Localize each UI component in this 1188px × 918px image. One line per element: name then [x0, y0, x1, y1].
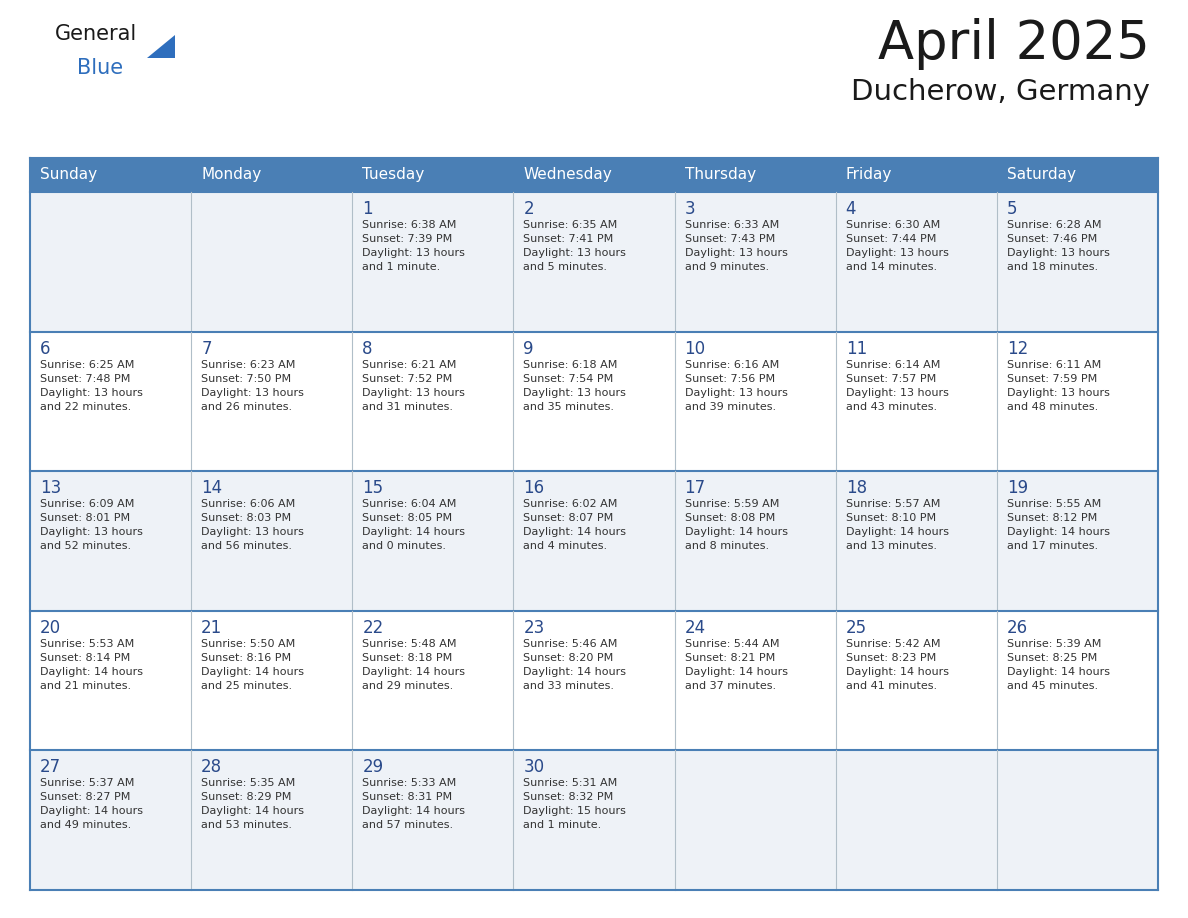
Text: 3: 3	[684, 200, 695, 218]
Text: 26: 26	[1007, 619, 1028, 637]
Text: 8: 8	[362, 340, 373, 358]
Text: 12: 12	[1007, 340, 1028, 358]
Text: Saturday: Saturday	[1007, 167, 1076, 183]
Text: General: General	[55, 24, 138, 44]
Text: Sunrise: 6:25 AM
Sunset: 7:48 PM
Daylight: 13 hours
and 22 minutes.: Sunrise: 6:25 AM Sunset: 7:48 PM Dayligh…	[40, 360, 143, 411]
Text: Sunrise: 5:59 AM
Sunset: 8:08 PM
Daylight: 14 hours
and 8 minutes.: Sunrise: 5:59 AM Sunset: 8:08 PM Dayligh…	[684, 499, 788, 551]
Text: Sunrise: 6:30 AM
Sunset: 7:44 PM
Daylight: 13 hours
and 14 minutes.: Sunrise: 6:30 AM Sunset: 7:44 PM Dayligh…	[846, 220, 948, 272]
Bar	[30, 192, 1158, 331]
Text: 1: 1	[362, 200, 373, 218]
Text: 23: 23	[524, 619, 544, 637]
Text: 27: 27	[40, 758, 61, 777]
Text: Sunrise: 6:09 AM
Sunset: 8:01 PM
Daylight: 13 hours
and 52 minutes.: Sunrise: 6:09 AM Sunset: 8:01 PM Dayligh…	[40, 499, 143, 551]
Text: Sunrise: 5:50 AM
Sunset: 8:16 PM
Daylight: 14 hours
and 25 minutes.: Sunrise: 5:50 AM Sunset: 8:16 PM Dayligh…	[201, 639, 304, 691]
Text: 19: 19	[1007, 479, 1028, 498]
Text: 18: 18	[846, 479, 867, 498]
Text: Sunrise: 5:42 AM
Sunset: 8:23 PM
Daylight: 14 hours
and 41 minutes.: Sunrise: 5:42 AM Sunset: 8:23 PM Dayligh…	[846, 639, 949, 691]
Text: 2: 2	[524, 200, 535, 218]
Text: 11: 11	[846, 340, 867, 358]
Text: Monday: Monday	[201, 167, 261, 183]
Text: 13: 13	[40, 479, 62, 498]
Text: Sunrise: 5:53 AM
Sunset: 8:14 PM
Daylight: 14 hours
and 21 minutes.: Sunrise: 5:53 AM Sunset: 8:14 PM Dayligh…	[40, 639, 143, 691]
Text: Wednesday: Wednesday	[524, 167, 612, 183]
Text: Tuesday: Tuesday	[362, 167, 424, 183]
Text: Friday: Friday	[846, 167, 892, 183]
Text: 9: 9	[524, 340, 533, 358]
Polygon shape	[147, 35, 175, 58]
Text: April 2025: April 2025	[878, 18, 1150, 70]
Text: 6: 6	[40, 340, 51, 358]
Text: Sunrise: 5:57 AM
Sunset: 8:10 PM
Daylight: 14 hours
and 13 minutes.: Sunrise: 5:57 AM Sunset: 8:10 PM Dayligh…	[846, 499, 949, 551]
Text: 10: 10	[684, 340, 706, 358]
Text: 17: 17	[684, 479, 706, 498]
Text: Sunrise: 6:06 AM
Sunset: 8:03 PM
Daylight: 13 hours
and 56 minutes.: Sunrise: 6:06 AM Sunset: 8:03 PM Dayligh…	[201, 499, 304, 551]
Text: Sunrise: 6:21 AM
Sunset: 7:52 PM
Daylight: 13 hours
and 31 minutes.: Sunrise: 6:21 AM Sunset: 7:52 PM Dayligh…	[362, 360, 466, 411]
Text: Sunrise: 5:33 AM
Sunset: 8:31 PM
Daylight: 14 hours
and 57 minutes.: Sunrise: 5:33 AM Sunset: 8:31 PM Dayligh…	[362, 778, 466, 831]
Text: Sunrise: 5:46 AM
Sunset: 8:20 PM
Daylight: 14 hours
and 33 minutes.: Sunrise: 5:46 AM Sunset: 8:20 PM Dayligh…	[524, 639, 626, 691]
Text: Sunrise: 6:14 AM
Sunset: 7:57 PM
Daylight: 13 hours
and 43 minutes.: Sunrise: 6:14 AM Sunset: 7:57 PM Dayligh…	[846, 360, 948, 411]
Text: 30: 30	[524, 758, 544, 777]
Text: Ducherow, Germany: Ducherow, Germany	[851, 78, 1150, 106]
Text: Sunrise: 6:33 AM
Sunset: 7:43 PM
Daylight: 13 hours
and 9 minutes.: Sunrise: 6:33 AM Sunset: 7:43 PM Dayligh…	[684, 220, 788, 272]
Text: 4: 4	[846, 200, 857, 218]
Text: Sunrise: 6:28 AM
Sunset: 7:46 PM
Daylight: 13 hours
and 18 minutes.: Sunrise: 6:28 AM Sunset: 7:46 PM Dayligh…	[1007, 220, 1110, 272]
Text: Sunrise: 5:39 AM
Sunset: 8:25 PM
Daylight: 14 hours
and 45 minutes.: Sunrise: 5:39 AM Sunset: 8:25 PM Dayligh…	[1007, 639, 1110, 691]
Bar	[30, 331, 1158, 471]
Text: 7: 7	[201, 340, 211, 358]
Text: Sunrise: 5:35 AM
Sunset: 8:29 PM
Daylight: 14 hours
and 53 minutes.: Sunrise: 5:35 AM Sunset: 8:29 PM Dayligh…	[201, 778, 304, 831]
Text: Sunrise: 5:48 AM
Sunset: 8:18 PM
Daylight: 14 hours
and 29 minutes.: Sunrise: 5:48 AM Sunset: 8:18 PM Dayligh…	[362, 639, 466, 691]
Text: 14: 14	[201, 479, 222, 498]
Text: Sunrise: 6:35 AM
Sunset: 7:41 PM
Daylight: 13 hours
and 5 minutes.: Sunrise: 6:35 AM Sunset: 7:41 PM Dayligh…	[524, 220, 626, 272]
Text: Sunrise: 6:11 AM
Sunset: 7:59 PM
Daylight: 13 hours
and 48 minutes.: Sunrise: 6:11 AM Sunset: 7:59 PM Dayligh…	[1007, 360, 1110, 411]
Text: Sunrise: 6:23 AM
Sunset: 7:50 PM
Daylight: 13 hours
and 26 minutes.: Sunrise: 6:23 AM Sunset: 7:50 PM Dayligh…	[201, 360, 304, 411]
Text: Sunrise: 6:38 AM
Sunset: 7:39 PM
Daylight: 13 hours
and 1 minute.: Sunrise: 6:38 AM Sunset: 7:39 PM Dayligh…	[362, 220, 466, 272]
Text: Thursday: Thursday	[684, 167, 756, 183]
Text: Blue: Blue	[77, 58, 124, 78]
Text: Sunrise: 6:04 AM
Sunset: 8:05 PM
Daylight: 14 hours
and 0 minutes.: Sunrise: 6:04 AM Sunset: 8:05 PM Dayligh…	[362, 499, 466, 551]
Bar	[30, 610, 1158, 750]
Text: 22: 22	[362, 619, 384, 637]
Text: 25: 25	[846, 619, 867, 637]
Bar	[30, 750, 1158, 890]
Text: Sunrise: 6:18 AM
Sunset: 7:54 PM
Daylight: 13 hours
and 35 minutes.: Sunrise: 6:18 AM Sunset: 7:54 PM Dayligh…	[524, 360, 626, 411]
Bar	[30, 158, 1158, 192]
Bar	[30, 471, 1158, 610]
Text: Sunrise: 5:44 AM
Sunset: 8:21 PM
Daylight: 14 hours
and 37 minutes.: Sunrise: 5:44 AM Sunset: 8:21 PM Dayligh…	[684, 639, 788, 691]
Text: 15: 15	[362, 479, 384, 498]
Text: 5: 5	[1007, 200, 1017, 218]
Text: 24: 24	[684, 619, 706, 637]
Text: Sunrise: 6:16 AM
Sunset: 7:56 PM
Daylight: 13 hours
and 39 minutes.: Sunrise: 6:16 AM Sunset: 7:56 PM Dayligh…	[684, 360, 788, 411]
Text: Sunrise: 5:37 AM
Sunset: 8:27 PM
Daylight: 14 hours
and 49 minutes.: Sunrise: 5:37 AM Sunset: 8:27 PM Dayligh…	[40, 778, 143, 831]
Text: Sunrise: 6:02 AM
Sunset: 8:07 PM
Daylight: 14 hours
and 4 minutes.: Sunrise: 6:02 AM Sunset: 8:07 PM Dayligh…	[524, 499, 626, 551]
Text: 29: 29	[362, 758, 384, 777]
Text: Sunrise: 5:55 AM
Sunset: 8:12 PM
Daylight: 14 hours
and 17 minutes.: Sunrise: 5:55 AM Sunset: 8:12 PM Dayligh…	[1007, 499, 1110, 551]
Text: Sunrise: 5:31 AM
Sunset: 8:32 PM
Daylight: 15 hours
and 1 minute.: Sunrise: 5:31 AM Sunset: 8:32 PM Dayligh…	[524, 778, 626, 831]
Text: 20: 20	[40, 619, 61, 637]
Text: 28: 28	[201, 758, 222, 777]
Text: 16: 16	[524, 479, 544, 498]
Text: Sunday: Sunday	[40, 167, 97, 183]
Text: 21: 21	[201, 619, 222, 637]
